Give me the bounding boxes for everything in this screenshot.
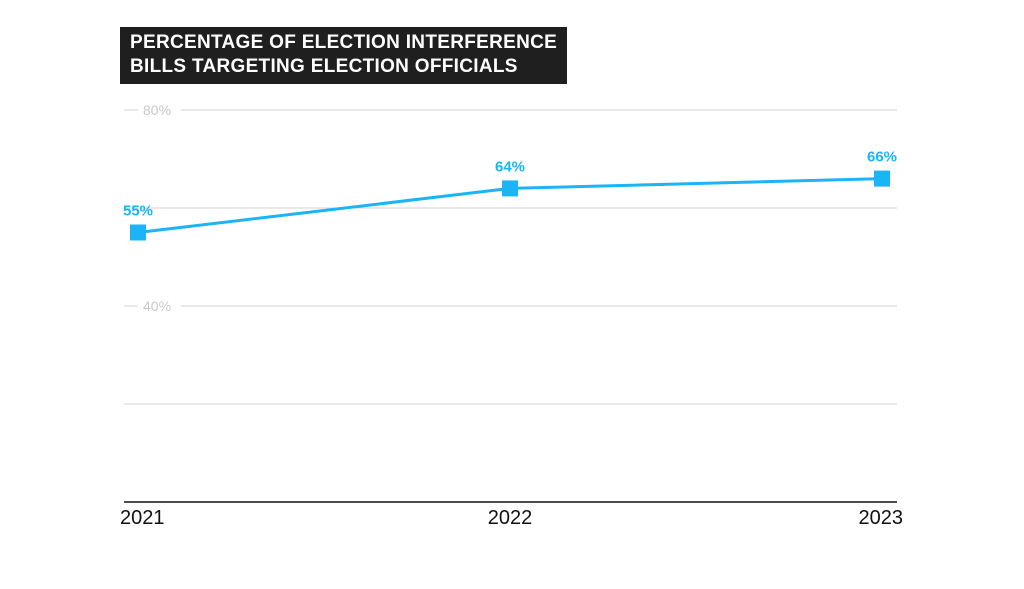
x-tick-label: 2021 [120, 507, 165, 529]
chart-title: PERCENTAGE OF ELECTION INTERFERENCE BILL… [120, 27, 568, 84]
x-tick-label: 2023 [859, 507, 904, 529]
y-tick-label: 40% [143, 298, 171, 314]
x-axis: 2021 2022 2023 [120, 501, 904, 529]
y-tick-label: 80% [143, 102, 171, 118]
data-label: 64% [495, 158, 525, 175]
x-tick-label: 2022 [488, 507, 533, 529]
chart-title-line-1: PERCENTAGE OF ELECTION INTERFERENCE [130, 32, 558, 53]
data-point-marker [502, 180, 518, 197]
chart-title-line-2: BILLS TARGETING ELECTION OFFICIALS [130, 56, 518, 77]
data-label: 55% [123, 203, 153, 220]
series-layer: 55% 64% 66% [123, 149, 897, 241]
data-point-marker [874, 170, 890, 187]
data-label: 66% [867, 149, 897, 166]
data-point-marker [130, 224, 146, 241]
grid-layer: 80% 40% [124, 102, 897, 405]
